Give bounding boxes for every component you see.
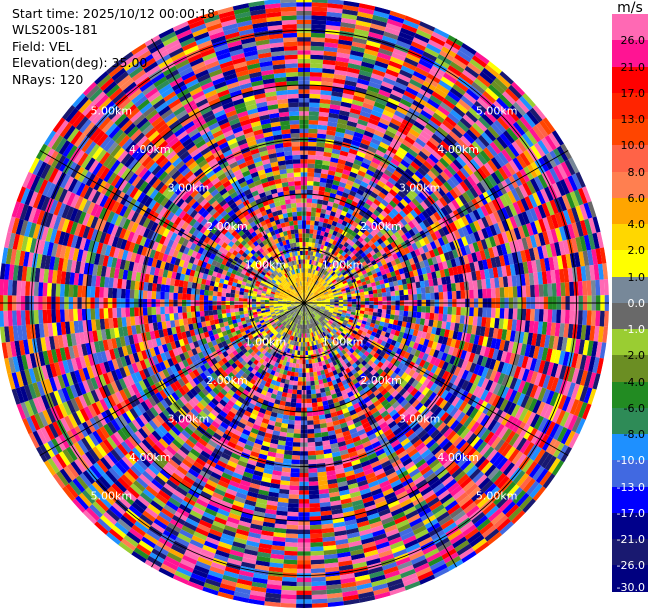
colorbar-segment: 8.0 bbox=[612, 145, 648, 179]
range-ring-label: 1.00km bbox=[245, 336, 287, 349]
azimuth-spoke bbox=[303, 38, 457, 304]
velocity-gates bbox=[0, 0, 609, 608]
range-ring-label: 4.00km bbox=[129, 451, 171, 464]
colorbar-segment: -13.0 bbox=[612, 460, 648, 494]
colorbar-segment: 13.0 bbox=[612, 92, 648, 126]
range-ring-label: 1.00km bbox=[245, 258, 287, 271]
range-ring-label: 3.00km bbox=[168, 181, 210, 194]
azimuth-spoke bbox=[303, 150, 569, 304]
colorbar-unit: m/s bbox=[617, 0, 643, 16]
range-ring-label: 2.00km bbox=[360, 220, 402, 233]
colorbar-tick-label: -1.0 bbox=[623, 323, 645, 336]
colorbar-tick-label: -26.0 bbox=[616, 559, 645, 573]
colorbar-segment: 21.0 bbox=[612, 40, 648, 74]
colorbar-tick-label: 10.0 bbox=[620, 139, 646, 153]
azimuth-spoke bbox=[39, 302, 305, 456]
range-ring-label: 3.00km bbox=[168, 413, 210, 426]
range-ring-label: 2.00km bbox=[360, 374, 402, 387]
range-ring-label: 5.00km bbox=[476, 104, 518, 117]
colorbar-segment: 0.0 bbox=[612, 276, 648, 310]
range-ring-label: 2.00km bbox=[206, 374, 248, 387]
colorbar-segment: -1.0 bbox=[612, 302, 648, 336]
colorbar-segment: -21.0 bbox=[612, 512, 648, 546]
colorbar-segment: 26.0 bbox=[612, 14, 648, 47]
azimuth-spoke bbox=[303, 302, 457, 568]
colorbar-tick-label: 26.0 bbox=[620, 34, 646, 48]
colorbar: m/s 26.0 21.0 17.0 13.0 10.0 8.0 6.0 4.0 2.0 1.0 0… bbox=[610, 0, 650, 610]
range-ring-label: 5.00km bbox=[476, 490, 518, 503]
colorbar-segment: -30.0 bbox=[612, 565, 648, 594]
colorbar-segment: 17.0 bbox=[612, 66, 648, 100]
start-time-label: Start time: 2025/10/12 00:00:18 bbox=[12, 6, 216, 21]
azimuth-spoke bbox=[151, 302, 305, 568]
nrays-label: NRays: 120 bbox=[12, 71, 84, 87]
colorbar-tick-label: -21.0 bbox=[616, 533, 645, 546]
colorbar-segment: -26.0 bbox=[612, 539, 648, 572]
colorbar-segment: -8.0 bbox=[612, 407, 648, 441]
colorbar-tick-label: -6.0 bbox=[623, 401, 645, 415]
colorbar-tick-label: -10.0 bbox=[616, 454, 645, 468]
field-label: Field: VEL bbox=[12, 38, 73, 54]
colorbar-tick-label: 1.0 bbox=[627, 270, 646, 284]
colorbar-segment: -6.0 bbox=[612, 381, 648, 415]
range-ring-label: 5.00km bbox=[91, 490, 133, 503]
scan-info: Start time: 2025/10/12 00:00:18 WLS200s-… bbox=[12, 6, 215, 88]
range-ring-label: 4.00km bbox=[437, 451, 479, 464]
colorbar-segment: -10.0 bbox=[612, 434, 648, 467]
azimuth-spoke bbox=[39, 150, 305, 304]
azimuth-spoke bbox=[151, 38, 305, 304]
range-ring-label: 2.00km bbox=[206, 220, 248, 233]
range-ring-label: 4.00km bbox=[129, 143, 171, 156]
range-ring-label: 3.00km bbox=[399, 413, 441, 426]
colorbar-segment: 6.0 bbox=[612, 171, 648, 205]
colorbar-tick-label: -13.0 bbox=[616, 480, 645, 494]
colorbar-tick-label: 8.0 bbox=[627, 165, 646, 179]
colorbar-tick-label: 0.0 bbox=[627, 296, 646, 310]
colorbar-segment: -2.0 bbox=[612, 329, 648, 362]
colorbar-tick-label: 2.0 bbox=[627, 244, 646, 258]
colorbar-tick-label: 17.0 bbox=[620, 86, 646, 100]
colorbar-tick-label: -2.0 bbox=[623, 349, 645, 363]
instrument-label: WLS200s-181 bbox=[12, 22, 98, 38]
azimuth-spoke bbox=[303, 302, 569, 456]
colorbar-tick-label: 6.0 bbox=[627, 191, 646, 205]
range-ring-label: 1.00km bbox=[322, 336, 364, 349]
colorbar-segment: 2.0 bbox=[612, 224, 648, 257]
colorbar-scale: 26.0 21.0 17.0 13.0 10.0 8.0 6.0 4.0 2.0 1.0 0.0 -1… bbox=[612, 14, 648, 594]
range-ring-label: 5.00km bbox=[91, 104, 133, 117]
colorbar-segment: -17.0 bbox=[612, 486, 648, 520]
range-ring-label: 1.00km bbox=[322, 258, 364, 271]
colorbar-tick-label: -17.0 bbox=[616, 506, 645, 520]
elevation-label: Elevation(deg): 35.00 bbox=[12, 55, 148, 71]
colorbar-segment: 10.0 bbox=[612, 119, 648, 152]
colorbar-tick-label: -30.0 bbox=[616, 580, 645, 594]
colorbar-tick-label: 4.0 bbox=[627, 218, 646, 231]
colorbar-tick-label: -4.0 bbox=[623, 375, 645, 389]
colorbar-segment: 1.0 bbox=[612, 250, 648, 284]
colorbar-segment: 4.0 bbox=[612, 197, 648, 231]
range-ring-label: 4.00km bbox=[437, 143, 479, 156]
colorbar-segment: -4.0 bbox=[612, 355, 648, 389]
range-ring-label: 3.00km bbox=[399, 181, 441, 194]
colorbar-tick-label: -8.0 bbox=[623, 428, 645, 441]
colorbar-tick-label: 13.0 bbox=[620, 113, 646, 126]
colorbar-tick-label: 21.0 bbox=[620, 60, 646, 74]
